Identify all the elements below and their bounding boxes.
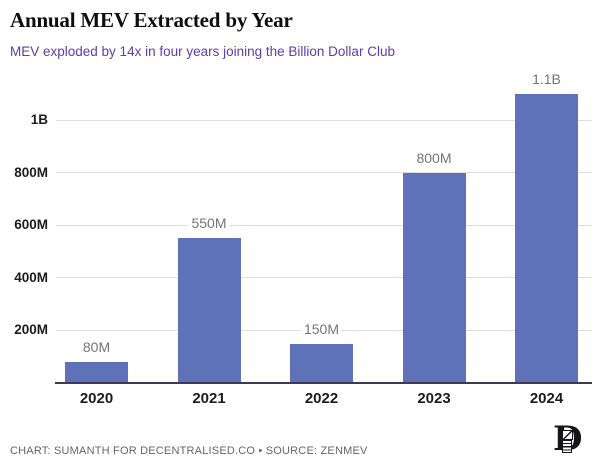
y-axis-tick-label: 400M (14, 269, 48, 285)
bar-2021 (177, 238, 241, 383)
bar-2022 (290, 343, 353, 383)
y-axis-tick-label: 200M (14, 322, 48, 338)
bar-2023 (402, 172, 466, 383)
bar-value-text: 150M (300, 320, 343, 337)
grid-line (56, 277, 592, 279)
bar-value-text: 800M (413, 149, 455, 166)
grid-line (56, 224, 592, 226)
grid-line (56, 172, 592, 174)
x-axis-label: 2022 (304, 390, 339, 407)
chart-title: Annual MEV Extracted by Year (10, 8, 293, 32)
x-axis-label: 2020 (79, 390, 114, 407)
x-axis-label: 2023 (417, 390, 451, 407)
bar-2020 (65, 361, 128, 383)
chart-subtitle: MEV exploded by 14x in four years joinin… (10, 44, 395, 59)
logo-document-detail (562, 440, 572, 453)
grid-line (56, 119, 592, 121)
bar-value-label: 150M (277, 320, 367, 338)
decentralised-logo-icon: D (553, 421, 587, 459)
x-axis-label: 2024 (529, 390, 564, 407)
y-axis-tick-label: 1B (30, 112, 48, 127)
bar-value-label: 80M (52, 338, 142, 356)
x-axis-label: 2021 (192, 390, 226, 407)
bar-value-label: 800M (389, 149, 479, 167)
bar-2024 (515, 93, 578, 383)
bar-value-text: 80M (79, 338, 114, 355)
bar-value-text: 1.1B (529, 70, 564, 87)
chart-credit-text: CHART: SUMANTH FOR DECENTRALISED.CO • SO… (10, 445, 368, 457)
chart-footer: CHART: SUMANTH FOR DECENTRALISED.CO • SO… (10, 445, 368, 457)
logo-flag-detail (562, 430, 573, 440)
bar-value-text: 550M (188, 215, 230, 232)
x-axis-line (55, 382, 592, 384)
y-axis-tick-label: 600M (14, 217, 48, 233)
bar-value-label: 1.1B (502, 70, 592, 88)
bar-value-label: 550M (164, 214, 254, 232)
y-axis-tick-label: 800M (14, 164, 48, 180)
